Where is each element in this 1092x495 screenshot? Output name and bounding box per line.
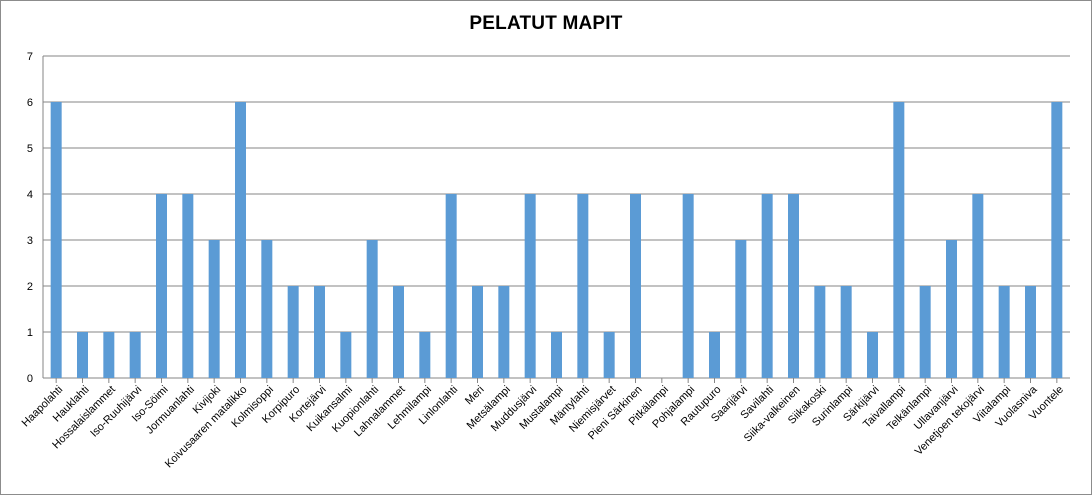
bar: [235, 102, 246, 378]
bar: [261, 240, 273, 378]
y-tick-label: 7: [27, 51, 33, 63]
bar: [1025, 286, 1036, 378]
bar: [919, 286, 931, 378]
y-tick-label: 2: [27, 281, 33, 293]
bar: [419, 332, 431, 378]
bar: [998, 286, 1010, 378]
y-tick-label: 3: [27, 235, 33, 247]
bar: [129, 332, 141, 378]
bar: [472, 286, 483, 378]
bar: [1051, 102, 1063, 378]
bar: [840, 286, 852, 378]
bar: [445, 194, 457, 378]
bar: [182, 194, 194, 378]
bar: [50, 102, 62, 378]
bar: [208, 240, 220, 378]
y-tick-label: 6: [27, 97, 33, 109]
bar: [735, 240, 747, 378]
bar: [867, 332, 878, 378]
y-tick-label: 5: [27, 143, 33, 155]
bar: [366, 240, 378, 378]
y-tick-label: 4: [27, 189, 33, 201]
bar: [77, 332, 88, 378]
bar: [709, 332, 720, 378]
bar: [287, 286, 299, 378]
bar: [156, 194, 167, 378]
bar: [814, 286, 826, 378]
bar: [761, 194, 773, 378]
bar: [524, 194, 536, 378]
bar: [314, 286, 325, 378]
bar: [603, 332, 615, 378]
y-tick-label: 0: [27, 373, 33, 385]
bar: [972, 194, 984, 378]
chart-title: PELATUT MAPIT: [469, 13, 623, 34]
bar: [630, 194, 641, 378]
y-tick-label: 1: [27, 327, 33, 339]
bar: [498, 286, 510, 378]
bar: [946, 240, 957, 378]
bar: [103, 332, 115, 378]
bar: [577, 194, 589, 378]
bar: [682, 194, 694, 378]
bar: [393, 286, 404, 378]
bar: [551, 332, 562, 378]
bar: [340, 332, 352, 378]
bar: [788, 194, 799, 378]
bar: [893, 102, 905, 378]
